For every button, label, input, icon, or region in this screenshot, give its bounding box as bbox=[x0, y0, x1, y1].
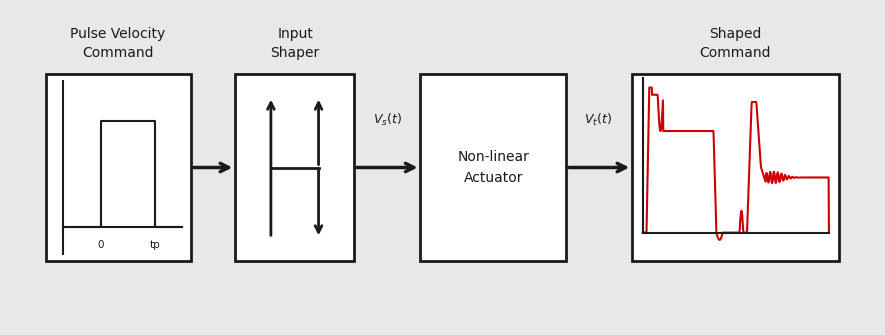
Text: Shaped
Command: Shaped Command bbox=[700, 27, 771, 60]
Bar bbox=[420, 74, 566, 261]
Text: tp: tp bbox=[150, 240, 160, 250]
Text: Input
Shaper: Input Shaper bbox=[271, 27, 319, 60]
Text: Non-linear
Actuator: Non-linear Actuator bbox=[458, 150, 529, 185]
Text: $V_t(t)$: $V_t(t)$ bbox=[584, 112, 612, 128]
Text: 0: 0 bbox=[97, 240, 104, 250]
Bar bbox=[235, 74, 354, 261]
Text: $V_s(t)$: $V_s(t)$ bbox=[373, 112, 403, 128]
Text: Pulse Velocity
Command: Pulse Velocity Command bbox=[70, 27, 165, 60]
Bar bbox=[45, 74, 191, 261]
Bar bbox=[632, 74, 840, 261]
